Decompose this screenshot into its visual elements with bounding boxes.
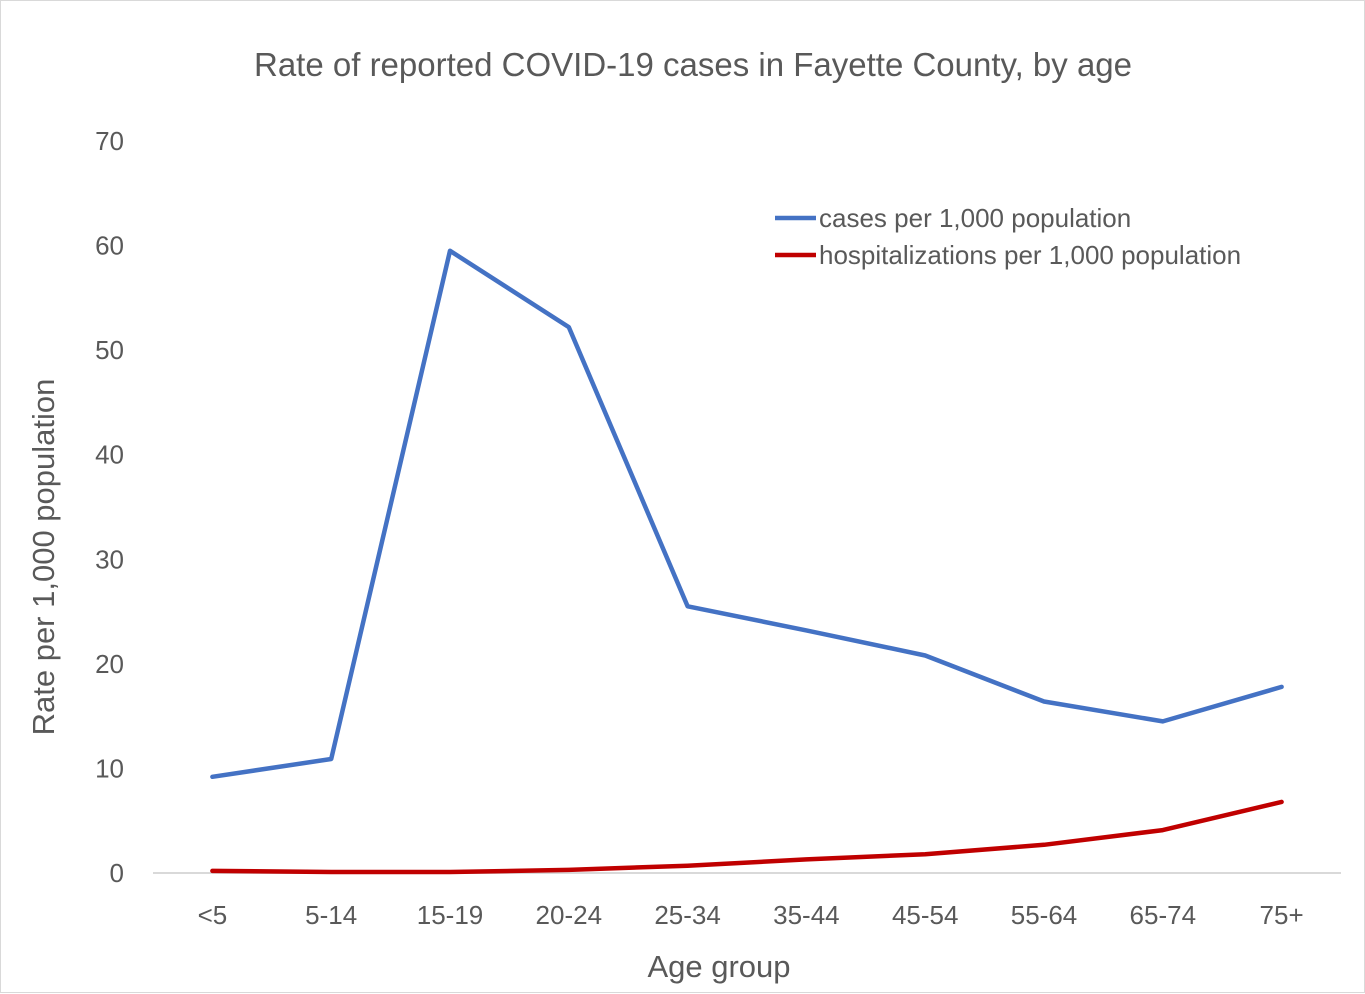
x-tick-label: 20-24 (536, 900, 603, 930)
y-axis-ticks: 0 10 20 30 40 50 60 70 (95, 126, 124, 888)
x-tick-label: 15-19 (417, 900, 484, 930)
x-tick-label: 55-64 (1011, 900, 1078, 930)
legend: cases per 1,000 population hospitalizatio… (775, 203, 1241, 270)
x-tick-label: <5 (198, 900, 228, 930)
y-tick-label: 30 (95, 544, 124, 574)
y-tick-label: 70 (95, 126, 124, 156)
x-axis-label: Age group (647, 949, 790, 984)
series-lines (210, 248, 1284, 875)
legend-label-hospitalizations: hospitalizations per 1,000 population (819, 240, 1241, 270)
y-tick-label: 0 (110, 858, 124, 888)
x-tick-label: 5-14 (305, 900, 357, 930)
y-tick-label: 60 (95, 231, 124, 261)
series-line-hospitalizations (210, 799, 1284, 875)
y-tick-label: 40 (95, 440, 124, 470)
y-tick-label: 10 (95, 753, 124, 783)
y-tick-label: 50 (95, 335, 124, 365)
series-line-cases (210, 248, 1284, 780)
chart-title: Rate of reported COVID-19 cases in Fayet… (254, 46, 1132, 83)
x-axis-ticks: <5 5-14 15-19 20-24 25-34 35-44 45-54 55-64 65-7… (198, 900, 1304, 930)
x-tick-label: 25-34 (654, 900, 721, 930)
x-tick-label: 75+ (1260, 900, 1304, 930)
x-tick-label: 45-54 (892, 900, 959, 930)
x-tick-label: 35-44 (773, 900, 840, 930)
y-tick-label: 20 (95, 649, 124, 679)
x-tick-label: 65-74 (1130, 900, 1197, 930)
legend-label-cases: cases per 1,000 population (819, 203, 1131, 233)
y-axis-label: Rate per 1,000 population (26, 379, 61, 736)
